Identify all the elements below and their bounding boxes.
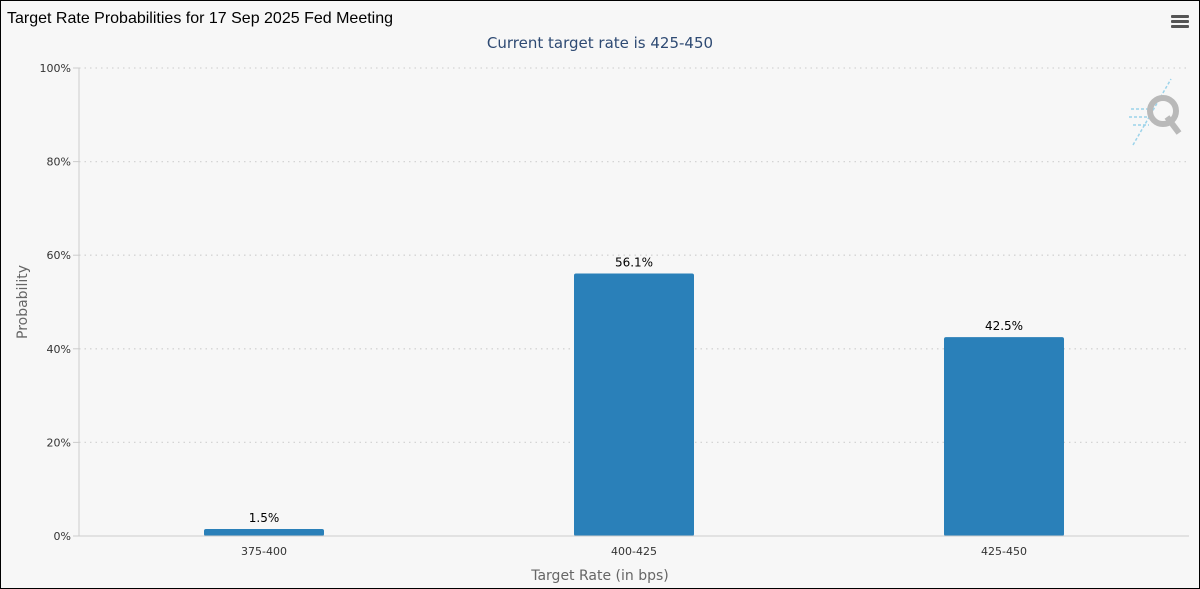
y-tick-label: 80% bbox=[47, 156, 71, 169]
x-tick-label: 425-450 bbox=[981, 545, 1027, 558]
bars: 1.5% 56.1% 42.5% bbox=[204, 255, 1064, 536]
chart-title: Target Rate Probabilities for 17 Sep 202… bbox=[7, 10, 394, 27]
bar-375-400[interactable] bbox=[204, 528, 324, 536]
bar-425-450[interactable] bbox=[944, 337, 1064, 536]
y-axis-ticks: 0% 20% 40% 60% 80% 100% bbox=[40, 62, 79, 543]
data-label: 42.5% bbox=[985, 319, 1023, 333]
bar-400-425[interactable] bbox=[574, 273, 694, 536]
q-logo-icon bbox=[1129, 78, 1182, 146]
x-axis-title: Target Rate (in bps) bbox=[530, 568, 669, 584]
chart-subtitle: Current target rate is 425-450 bbox=[487, 34, 713, 52]
data-label: 1.5% bbox=[249, 511, 280, 525]
menu-icon[interactable] bbox=[1171, 15, 1189, 29]
y-tick-label: 20% bbox=[47, 436, 71, 449]
x-tick-label: 400-425 bbox=[611, 545, 657, 558]
y-tick-label: 40% bbox=[47, 343, 71, 356]
y-tick-label: 0% bbox=[54, 530, 71, 543]
data-label: 56.1% bbox=[615, 255, 653, 269]
x-axis-ticks: 375-400 400-425 425-450 bbox=[241, 545, 1027, 558]
x-tick-label: 375-400 bbox=[241, 545, 287, 558]
y-tick-label: 60% bbox=[47, 249, 71, 262]
y-tick-label: 100% bbox=[40, 62, 71, 75]
y-axis-title: Probability bbox=[15, 265, 31, 339]
